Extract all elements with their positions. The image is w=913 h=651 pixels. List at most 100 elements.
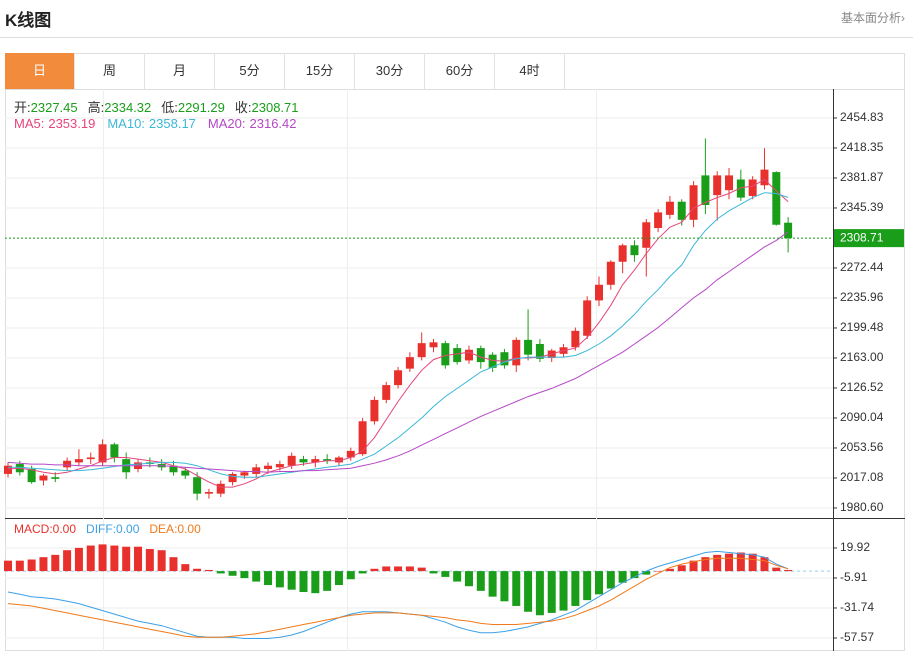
ma-line	[7, 231, 789, 473]
candle-body	[4, 465, 12, 474]
macd-bar	[512, 571, 521, 606]
macd-bar	[299, 571, 308, 593]
candle-body	[760, 169, 769, 186]
macd-legend-item: DEA:0.00	[149, 522, 201, 536]
tab[interactable]: 日	[5, 53, 75, 89]
ohlc-label: 低:	[161, 100, 178, 115]
macd-bar	[193, 568, 202, 572]
candle-body	[358, 421, 367, 455]
tab[interactable]: 4时	[495, 53, 565, 89]
y-tick-label: 1980.60	[840, 500, 884, 514]
macd-bar	[441, 571, 450, 577]
candle-body	[689, 185, 698, 220]
macd-bar	[488, 571, 497, 597]
candle-body	[216, 483, 225, 494]
macd-bar	[181, 564, 190, 572]
macd-bar	[476, 571, 485, 591]
ohlc-value: 2291.29	[177, 100, 225, 115]
macd-bar	[4, 560, 12, 572]
legend-value: 2358.17	[148, 116, 196, 131]
last-price-label: 2308.71	[840, 230, 884, 244]
macd-bar	[275, 571, 284, 588]
macd-bar	[559, 571, 568, 611]
legend-label: MA5:	[14, 116, 45, 131]
macd-bar	[98, 544, 107, 572]
macd-bar	[145, 549, 154, 572]
candle-body	[299, 459, 308, 463]
tab[interactable]: 30分	[355, 53, 425, 89]
macd-bar	[51, 554, 60, 572]
candle-body	[677, 201, 686, 220]
legend-value: 2316.42	[249, 116, 297, 131]
macd-bar	[63, 550, 72, 572]
ohlc-value: 2334.32	[104, 100, 152, 115]
macd-bar	[311, 571, 320, 594]
candle-body	[772, 172, 781, 225]
macd-bar	[453, 571, 462, 582]
macd-bar	[216, 571, 225, 574]
macd-bar	[264, 571, 273, 586]
macd-bar	[15, 560, 24, 572]
candle-body	[110, 444, 119, 458]
y-tick-label: 2090.04	[840, 410, 884, 424]
candle-body	[512, 339, 521, 366]
candle-body	[630, 245, 639, 256]
tab[interactable]: 月	[145, 53, 215, 89]
tab[interactable]: 15分	[285, 53, 355, 89]
legend-value: 2353.19	[48, 116, 96, 131]
macd-bar	[535, 571, 544, 616]
candle-body	[204, 492, 213, 494]
macd-bar	[157, 550, 166, 572]
macd-bar	[370, 568, 379, 572]
candle-body	[736, 179, 745, 198]
candle-body	[39, 475, 48, 481]
y-tick-label: 2163.00	[840, 350, 884, 364]
macd-bar	[405, 566, 414, 572]
y-tick-label: 2053.56	[840, 440, 884, 454]
tab[interactable]: 5分	[215, 53, 285, 89]
candle-body	[287, 455, 296, 466]
candle-body	[63, 460, 72, 468]
candle-body	[453, 348, 462, 363]
tab[interactable]: 周	[75, 53, 145, 89]
chart-title: K线图	[5, 11, 52, 30]
candle-body	[429, 342, 438, 348]
candle-body	[606, 261, 615, 285]
macd-bar	[134, 546, 143, 572]
candle-body	[748, 179, 757, 196]
candle-body	[642, 222, 651, 248]
candle-body	[252, 467, 261, 474]
candle-body	[571, 330, 580, 348]
macd-bar	[228, 571, 237, 576]
y-tick-label: 2272.44	[840, 260, 884, 274]
legend-label: MA20:	[207, 116, 246, 131]
candle-body	[275, 464, 284, 468]
ohlc-label: 高:	[87, 100, 105, 115]
y-tick-label: 2126.52	[840, 380, 884, 394]
tab[interactable]: 60分	[425, 53, 495, 89]
candle-body	[193, 477, 202, 494]
candle-body	[27, 468, 36, 483]
candle-body	[464, 349, 473, 361]
dea-line	[7, 557, 789, 638]
macd-bar	[748, 553, 757, 572]
candle-body	[394, 370, 403, 386]
macd-bar	[677, 565, 686, 572]
macd-bar	[86, 545, 95, 572]
candle-body	[323, 459, 332, 461]
macd-bar	[382, 566, 391, 572]
candle-body	[98, 444, 107, 463]
macd-bar	[654, 571, 663, 572]
macd-bar	[287, 571, 296, 590]
macd-bar	[725, 553, 734, 572]
macd-bar	[323, 571, 332, 591]
macd-legend-item: DIFF:0.00	[86, 522, 140, 536]
fundamental-link[interactable]: 基本面分析›	[841, 11, 905, 25]
macd-bar	[760, 557, 769, 572]
candle-body	[476, 348, 485, 363]
y-tick-label: 2454.83	[840, 110, 884, 124]
macd-bar	[524, 571, 533, 612]
macd-bar	[204, 569, 213, 572]
macd-bar	[595, 571, 603, 595]
